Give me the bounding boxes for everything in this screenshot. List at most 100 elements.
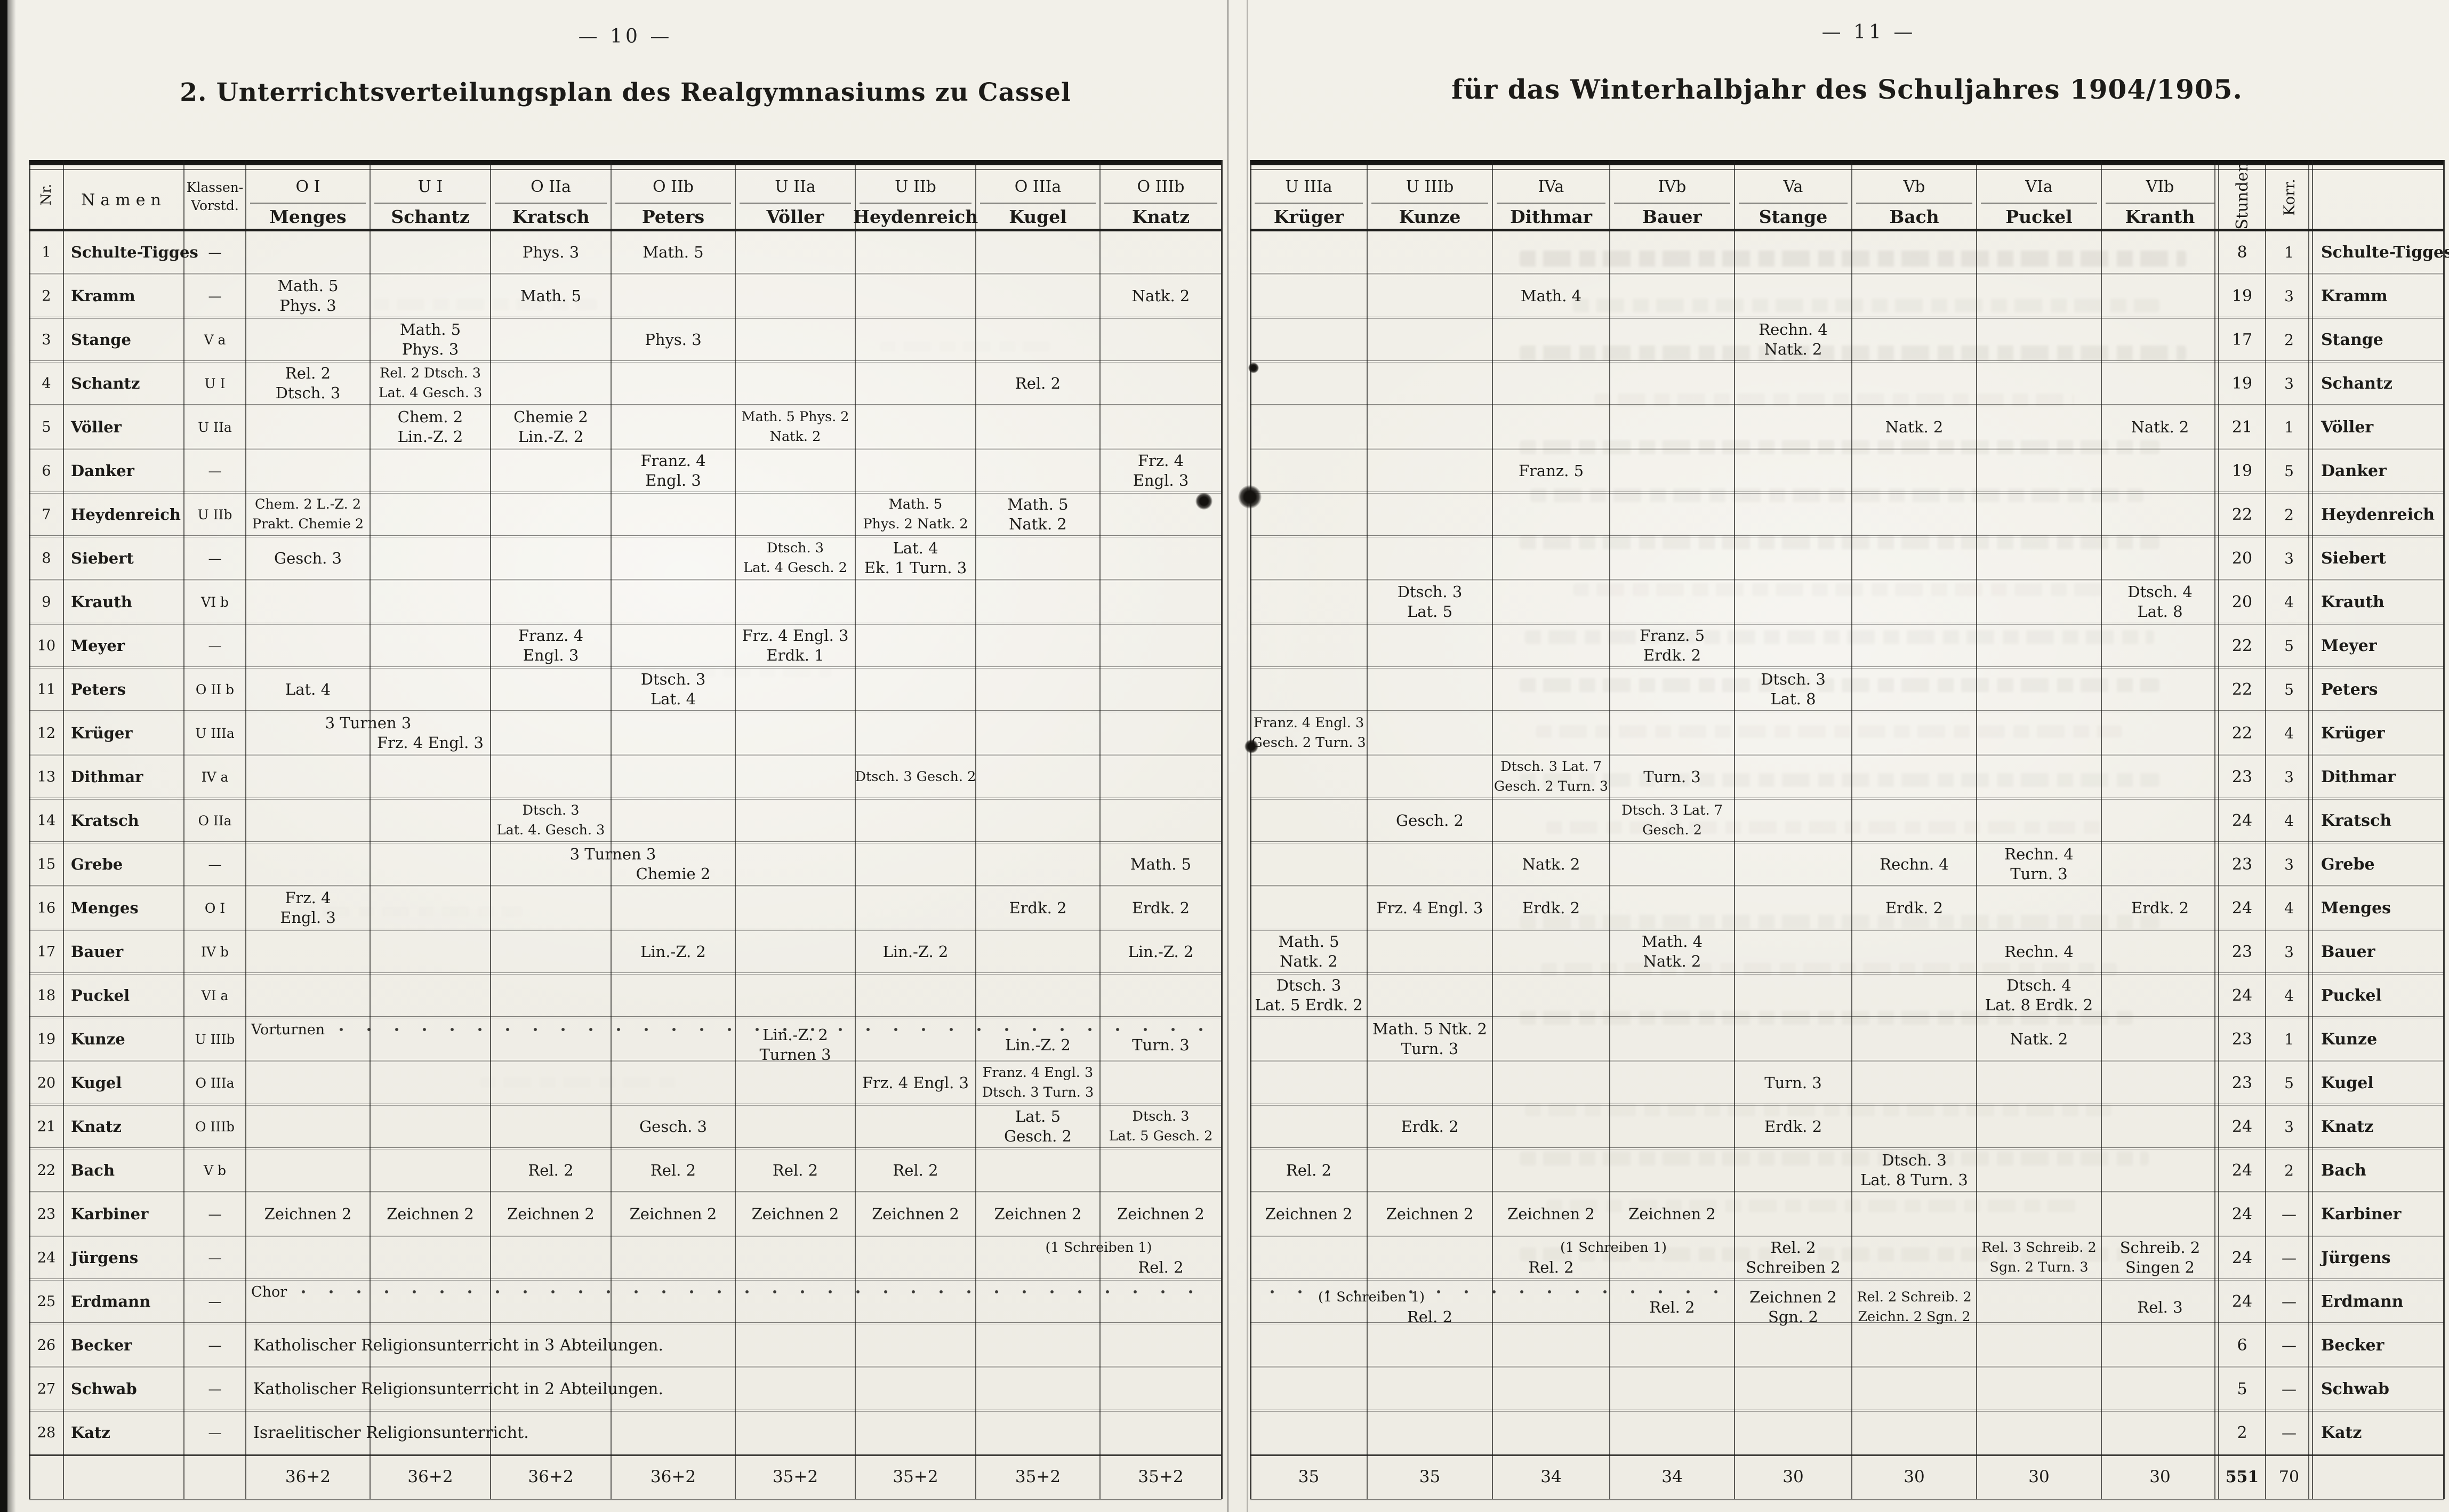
subject-entry: Lat. 4. Gesch. 3	[496, 822, 605, 838]
header-class-label: VIb	[2146, 177, 2174, 196]
subject-cell: Franz. 5 Erdk. 2	[1611, 625, 1733, 666]
subject-cell: Dtsch. 3 Lat. 4 Gesch. 2	[736, 537, 854, 579]
row-separator	[1250, 1105, 2444, 1106]
subject-cell: Chem. 2 L.-Z. 2 Prakt. Chemie 2	[247, 494, 369, 535]
subject-entry: Engl. 3	[645, 471, 701, 489]
footer-top-rule	[29, 1454, 1222, 1456]
column-line	[1734, 160, 1735, 1499]
stunden-cell: 8	[2237, 243, 2247, 262]
subject-cell: Math. 5 Phys. 2 Natk. 2	[856, 494, 975, 535]
teacher-name-cell-right: Erdmann	[2321, 1292, 2404, 1311]
teacher-name-cell-right: Siebert	[2321, 549, 2386, 568]
stunden-cell: 23	[2231, 1073, 2253, 1092]
stunden-cell: 20	[2231, 549, 2253, 568]
subject-entry: Gesch. 2	[1003, 1127, 1072, 1145]
subject-cell: Dtsch. 3 Gesch. 2	[855, 756, 976, 798]
subject-entry	[1158, 1238, 1163, 1258]
bleedthrough-ghost	[1520, 773, 2159, 787]
subject-entry	[1611, 1258, 1616, 1277]
subject-cell: Zeichnen 2	[1101, 1193, 1221, 1235]
header-teacher-name: Bach	[1889, 206, 1939, 227]
top-thin-rule	[1250, 169, 2444, 170]
header-class-label: IVa	[1538, 177, 1564, 196]
teacher-name-cell: Jürgens	[71, 1249, 139, 1267]
stunden-cell: 19	[2231, 374, 2253, 393]
ink-blot	[1238, 485, 1262, 509]
subject-entry	[366, 733, 371, 753]
teacher-name-cell-right: Bauer	[2321, 942, 2375, 961]
nr-cell: 11	[37, 681, 56, 698]
header-inner-rule	[980, 203, 1096, 204]
bleedthrough-ghost	[1520, 1011, 2133, 1025]
header-inner-rule	[1371, 203, 1488, 204]
subject-cell: Erdk. 2	[977, 887, 1099, 929]
subject-entry: Lat. 8 Turn. 3	[1860, 1171, 1968, 1189]
korr-cell: 4	[2284, 724, 2294, 742]
total-cell: 36+2	[285, 1467, 331, 1486]
total-cell: 36+2	[650, 1467, 696, 1486]
row-separator	[29, 1147, 1222, 1148]
subject-cell: Rechn. 4	[1978, 931, 2100, 972]
subject-entry: Zeichnen 2	[994, 1204, 1082, 1223]
note-label: Chor	[251, 1283, 287, 1300]
subject-entry: Zeichnen 2	[387, 1204, 474, 1223]
subject-entry: Franz. 4 Engl. 3	[982, 1065, 1094, 1081]
teacher-name-cell-right: Dithmar	[2321, 767, 2396, 786]
row-separator	[1250, 666, 2444, 667]
header-teacher-name: Knatz	[1131, 206, 1190, 227]
header-class-label: O IIIa	[1014, 177, 1062, 196]
subject-entry: Rel. 2	[650, 1161, 696, 1179]
subject-cell: Zeichnen 2	[736, 1193, 854, 1235]
subject-entry: Erdk. 2	[1522, 898, 1580, 917]
left-page-title: 2. Unterrichtsverteilungsplan des Realgy…	[180, 78, 1071, 107]
stunden-cell: 22	[2231, 723, 2253, 743]
korr-cell: 3	[2284, 943, 2294, 961]
row-separator	[29, 1236, 1222, 1237]
bleedthrough-ghost	[1573, 299, 2159, 312]
subject-entry: Turn. 3	[1643, 767, 1701, 786]
teacher-name-cell-right: Bach	[2321, 1161, 2366, 1180]
row-separator	[29, 579, 1222, 580]
subject-entry: Dtsch. 3	[1132, 1108, 1190, 1124]
subject-entry: Franz. 4 Engl. 3	[1253, 715, 1364, 731]
row-separator	[29, 1322, 1222, 1323]
subject-entry: Erdk. 1	[766, 646, 824, 664]
teacher-name-cell: Schwab	[71, 1380, 137, 1398]
subject-cell: (1 Schreiben 1)	[1494, 1237, 1733, 1278]
nr-cell: 5	[42, 419, 51, 436]
header-inner-rule	[495, 203, 607, 204]
total-cell: 35+2	[772, 1467, 818, 1486]
subject-cell: Turn. 3	[1101, 1030, 1221, 1060]
bleedthrough-ghost	[1573, 583, 2106, 596]
subject-entry: Erdk. 2	[1401, 1117, 1459, 1136]
subject-cell: Gesch. 3	[247, 537, 369, 579]
row-separator	[29, 624, 1222, 625]
subject-cell: Dtsch. 3 Lat. 5 Gesch. 2	[1101, 1106, 1221, 1147]
row-separator	[29, 930, 1222, 931]
subject-entry: Turn. 3	[1764, 1073, 1822, 1092]
teacher-name-cell: Kugel	[71, 1074, 122, 1092]
subject-cell: Zeichnen 2	[1611, 1193, 1733, 1235]
subject-entry: Zeichnen 2	[1628, 1204, 1716, 1223]
subject-entry: Turn. 3	[2010, 865, 2068, 883]
subject-cell: Lat. 4 Ek. 1 Turn. 3	[856, 537, 975, 579]
subject-entry: Lin.-Z. 2	[397, 428, 463, 446]
subject-entry: Math. 5	[277, 277, 339, 295]
row-separator	[29, 404, 1222, 405]
stunden-cell: 24	[2231, 811, 2253, 830]
class-vorstand-cell: IV a	[201, 769, 229, 785]
teacher-name-cell: Kramm	[71, 287, 135, 305]
teacher-name-cell: Kunze	[71, 1030, 125, 1048]
subject-entry	[428, 713, 432, 733]
total-cell: 35+2	[893, 1467, 938, 1486]
column-line	[611, 160, 612, 1499]
klassen-vorstd-header-line1: Klassen-	[186, 179, 244, 195]
nr-cell: 14	[37, 812, 56, 829]
korr-cell: 4	[2284, 899, 2294, 917]
subject-entry: Dtsch. 3	[767, 540, 824, 556]
subject-entry: Lat. 4 Gesch. 2	[743, 560, 847, 576]
teacher-name-cell: Grebe	[71, 855, 123, 873]
korr-cell: 5	[2284, 462, 2294, 480]
subject-cell: Franz. 5	[1494, 450, 1609, 492]
subject-entry: Zeichnen 2	[1265, 1204, 1353, 1223]
